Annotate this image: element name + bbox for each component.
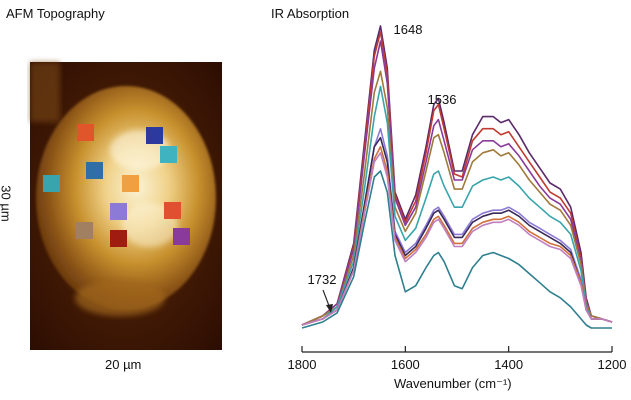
afm-marker — [43, 175, 60, 192]
series-line — [301, 170, 612, 329]
series-lines — [301, 25, 613, 329]
series-line — [301, 25, 613, 326]
annotation-arrowhead — [326, 304, 333, 313]
afm-marker — [122, 175, 139, 192]
afm-cell-lobe — [75, 280, 165, 316]
afm-marker — [173, 228, 190, 245]
peak-annotations: 1648 1536 1732 — [308, 22, 457, 313]
x-tick-label: 1800 — [288, 357, 317, 372]
afm-marker — [77, 124, 94, 141]
series-line — [301, 152, 613, 326]
series-line — [301, 85, 613, 326]
series-line — [301, 70, 613, 326]
ir-chart: 1800 1600 1400 1200 1648 1536 1732 — [288, 22, 627, 372]
afm-cell — [36, 86, 216, 310]
afm-marker — [160, 146, 177, 163]
afm-marker — [86, 162, 103, 179]
afm-edge-highlight — [30, 62, 60, 122]
x-ticks: 1800 1600 1400 1200 — [288, 346, 627, 372]
x-tick-label: 1400 — [494, 357, 523, 372]
afm-marker — [146, 127, 163, 144]
afm-marker — [164, 202, 181, 219]
series-line — [301, 146, 613, 326]
annotation-label: 1536 — [428, 92, 457, 107]
afm-image — [30, 62, 222, 350]
afm-markers — [43, 124, 190, 247]
x-axis-label: Wavenumber (cm⁻¹) — [394, 376, 512, 391]
afm-marker — [110, 230, 127, 247]
chart-title: IR Absorption — [271, 6, 350, 21]
series-line — [301, 31, 613, 326]
afm-y-scale-label: 30 µm — [0, 185, 14, 222]
afm-marker — [110, 203, 127, 220]
afm-x-scale-label: 20 µm — [105, 357, 142, 372]
annotation-label: 1648 — [394, 22, 423, 37]
series-line — [301, 127, 613, 326]
series-line — [301, 40, 613, 326]
annotation-label: 1732 — [308, 272, 337, 287]
series-line — [301, 136, 613, 326]
afm-title: AFM Topography — [6, 6, 105, 21]
x-tick-label: 1600 — [391, 357, 420, 372]
x-tick-label: 1200 — [598, 357, 627, 372]
afm-marker — [76, 222, 93, 239]
